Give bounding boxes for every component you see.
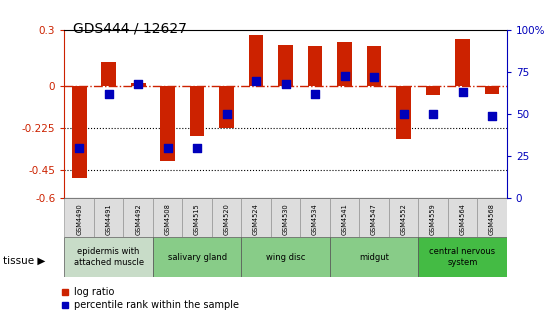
Text: wing disc: wing disc [266,253,305,261]
Bar [241,198,271,237]
Point [104,91,113,97]
Bar [64,198,94,237]
Bar [241,237,330,277]
Text: central nervous
system: central nervous system [430,247,496,267]
Bar [396,86,411,138]
Text: GSM4552: GSM4552 [400,203,407,235]
Text: salivary gland: salivary gland [167,253,227,261]
Point [163,145,172,151]
Bar [271,198,300,237]
Bar [330,237,418,277]
Text: GSM4490: GSM4490 [76,203,82,235]
Bar [330,198,360,237]
Bar [72,86,87,178]
Bar [190,86,204,136]
Bar [455,39,470,86]
Bar [367,46,381,86]
Bar [448,198,477,237]
Text: tissue ▶: tissue ▶ [3,255,45,265]
Text: GDS444 / 12627: GDS444 / 12627 [73,22,186,36]
Text: GSM4492: GSM4492 [135,203,141,235]
Point [428,112,437,117]
Bar [212,198,241,237]
Point [370,75,379,80]
Text: GSM4568: GSM4568 [489,203,495,235]
Bar [64,237,153,277]
Bar [183,198,212,237]
Point [222,112,231,117]
Bar [477,198,507,237]
Text: GSM4491: GSM4491 [106,203,111,235]
Bar [160,86,175,161]
Point [134,81,143,87]
Text: GSM4515: GSM4515 [194,203,200,235]
Bar [101,62,116,86]
Text: GSM4541: GSM4541 [342,203,348,235]
Point [281,81,290,87]
Bar [220,86,234,128]
Text: GSM4524: GSM4524 [253,203,259,235]
Bar [153,237,241,277]
Text: GSM4508: GSM4508 [165,203,171,235]
Bar [278,45,293,86]
Point [488,113,497,119]
Point [458,90,467,95]
Text: epidermis with
attached muscle: epidermis with attached muscle [73,247,144,267]
Bar [337,42,352,86]
Point [251,78,260,83]
Text: midgut: midgut [359,253,389,261]
Bar [389,198,418,237]
Bar [308,46,323,86]
Bar [360,198,389,237]
Point [399,112,408,117]
Bar [484,86,500,94]
Bar [418,198,448,237]
Bar [300,198,330,237]
Bar [153,198,183,237]
Point [340,73,349,78]
Text: GSM4530: GSM4530 [283,203,288,235]
Text: GSM4520: GSM4520 [223,203,230,235]
Bar [426,86,441,95]
Bar [249,35,264,86]
Point [311,91,320,97]
Text: GSM4547: GSM4547 [371,203,377,235]
Text: GSM4564: GSM4564 [460,203,465,235]
Bar [94,198,123,237]
Bar [130,83,146,86]
Point [193,145,202,151]
Point [74,145,83,151]
Text: GSM4559: GSM4559 [430,203,436,235]
Legend: log ratio, percentile rank within the sample: log ratio, percentile rank within the sa… [61,287,239,310]
Bar [418,237,507,277]
Bar [123,198,153,237]
Text: GSM4534: GSM4534 [312,203,318,235]
